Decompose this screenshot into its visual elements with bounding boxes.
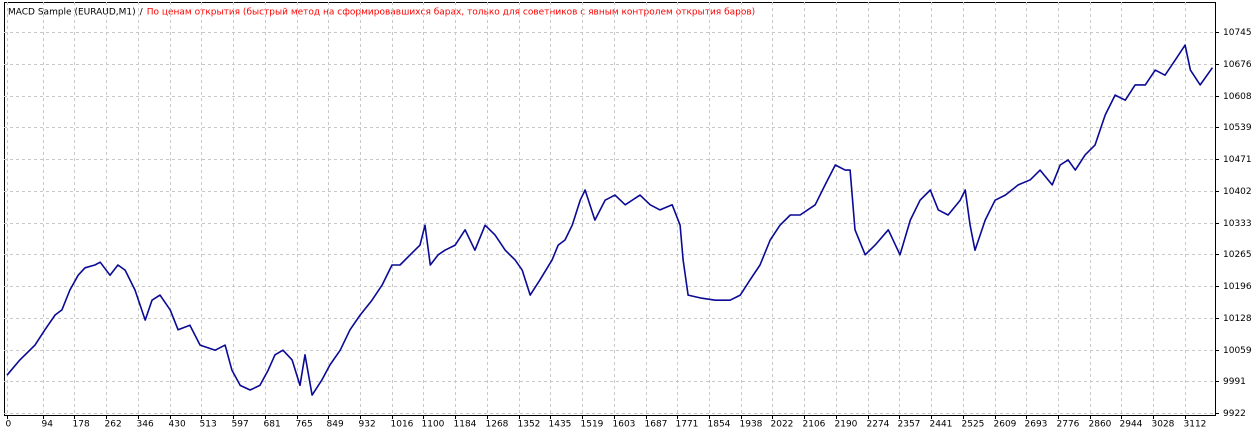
x-tick-label: 2776 — [1057, 420, 1080, 430]
x-tick-label: 1938 — [740, 420, 763, 430]
x-tick-label: 597 — [232, 420, 249, 430]
y-tick-label: 10471 — [1223, 155, 1252, 165]
x-tick-label: 94 — [42, 420, 54, 430]
x-tick-label: 2106 — [803, 420, 826, 430]
x-tick-label: 1603 — [613, 420, 636, 430]
x-tick-label: 1268 — [486, 420, 509, 430]
x-tick-label: 178 — [73, 420, 90, 430]
title-separator: / — [140, 8, 144, 18]
x-tick-label: 2441 — [930, 420, 953, 430]
x-tick-label: 2860 — [1089, 420, 1112, 430]
x-tick-label: 1519 — [581, 420, 604, 430]
x-tick-label: 1100 — [422, 420, 445, 430]
y-tick-label: 10402 — [1223, 187, 1252, 197]
x-tick-label: 1687 — [645, 420, 668, 430]
y-tick-label: 10745 — [1223, 28, 1252, 38]
x-tick-label: 2944 — [1120, 420, 1143, 430]
x-tick-label: 932 — [359, 420, 376, 430]
y-tick-label: 10128 — [1223, 314, 1252, 324]
x-tick-label: 262 — [105, 420, 122, 430]
y-tick-label: 9991 — [1223, 377, 1246, 387]
x-tick-label: 2609 — [994, 420, 1017, 430]
x-tick-label: 3112 — [1184, 420, 1207, 430]
x-tick-label: 1184 — [454, 420, 477, 430]
x-tick-label: 765 — [296, 420, 313, 430]
x-tick-label: 2357 — [898, 420, 921, 430]
x-tick-label: 2693 — [1025, 420, 1048, 430]
x-tick-label: 2274 — [867, 420, 890, 430]
x-tick-label: 2022 — [771, 420, 794, 430]
x-tick-label: 3028 — [1152, 420, 1175, 430]
x-tick-label: 1016 — [391, 420, 414, 430]
y-tick-label: 10265 — [1223, 250, 1252, 260]
y-tick-label: 10539 — [1223, 123, 1252, 133]
x-tick-label: 1854 — [708, 420, 731, 430]
x-tick-label: 1435 — [549, 420, 572, 430]
series-line — [6, 44, 1214, 396]
chart-title: MACD Sample (EURAUD,M1) — [8, 8, 136, 18]
y-tick-label: 10333 — [1223, 219, 1252, 229]
x-tick-label: 1352 — [518, 420, 541, 430]
x-tick-label: 849 — [327, 420, 344, 430]
x-tick-label: 0 — [6, 420, 12, 430]
x-tick-label: 513 — [200, 420, 217, 430]
x-tick-label: 430 — [169, 420, 186, 430]
x-tick-label: 2525 — [962, 420, 985, 430]
y-tick-label: 9922 — [1223, 409, 1246, 419]
x-tick-label: 681 — [264, 420, 281, 430]
x-tick-label: 346 — [137, 420, 154, 430]
x-tick-label: 2190 — [835, 420, 858, 430]
chart-subtitle: По ценам открытия (быстрый метод на сфор… — [147, 8, 755, 18]
y-tick-label: 10196 — [1223, 282, 1252, 292]
y-tick-label: 10059 — [1223, 346, 1252, 356]
y-tick-label: 10608 — [1223, 92, 1252, 102]
y-tick-label: 10676 — [1223, 60, 1252, 70]
x-tick-label: 1771 — [676, 420, 699, 430]
